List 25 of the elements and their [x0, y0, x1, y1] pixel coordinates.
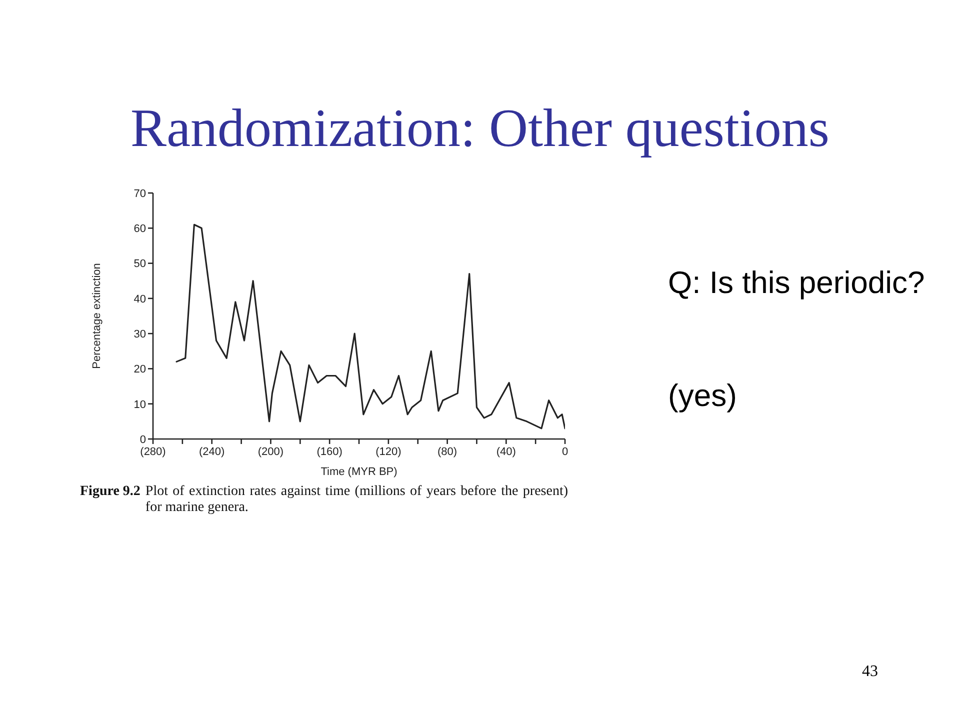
y-axis-title: Percentage extinction: [90, 263, 103, 369]
text: 43: [861, 662, 878, 682]
y-tick-label: 0: [140, 434, 146, 446]
x-tick-label: 0: [562, 446, 568, 458]
x-axis-title: Time (MYR BP): [320, 466, 398, 478]
x-tick-label: (120): [376, 446, 402, 458]
chart-title: Randomization: Other questions: [130, 97, 830, 160]
caption: Figure 9.2: [80, 484, 140, 500]
x-tick-label: (40): [496, 446, 516, 458]
text: Q: Is this periodic?: [668, 265, 925, 301]
text: (yes): [668, 378, 737, 414]
y-tick-label: 10: [134, 398, 146, 411]
y-tick-label: 40: [134, 293, 146, 306]
x-tick-label: (280): [140, 446, 166, 458]
y-tick-label: 70: [134, 188, 146, 200]
y-tick-label: 50: [134, 258, 146, 270]
x-tick-label: (80): [438, 446, 458, 458]
x-tick-label: (160): [316, 446, 342, 458]
x-tick-label: (240): [199, 446, 225, 458]
x-tick-label: (200): [258, 446, 284, 458]
y-tick-label: 60: [134, 223, 146, 236]
line-series: [176, 224, 565, 430]
y-tick-label: 30: [134, 328, 146, 340]
y-tick-label: 20: [134, 364, 146, 376]
text: Plot of extinction rates against time (millions of years before the present) for marine genera.: [145, 484, 568, 516]
